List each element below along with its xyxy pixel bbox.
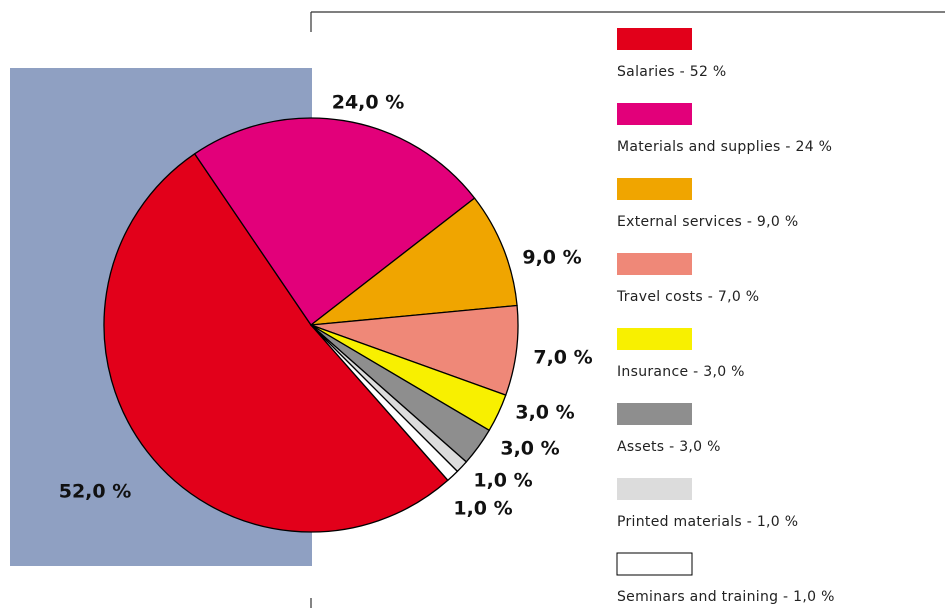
- legend-label: Printed materials - 1,0 %: [617, 514, 798, 530]
- value-label: 1,0 %: [473, 470, 532, 492]
- value-label: 24,0 %: [332, 92, 405, 114]
- value-label: 3,0 %: [500, 438, 559, 460]
- pie-slice: [103, 153, 449, 533]
- legend-label: External services - 9,0 %: [617, 214, 798, 230]
- pie-slice: [310, 324, 459, 481]
- legend-label: Seminars and training - 1,0 %: [617, 589, 835, 605]
- legend-label: Salaries - 52 %: [617, 64, 727, 80]
- legend-label: Insurance - 3,0 %: [617, 364, 745, 380]
- legend-label: Materials and supplies - 24 %: [617, 139, 832, 155]
- legend: Salaries - 52 % Materials and supplies - …: [616, 28, 835, 605]
- value-label: 9,0 %: [522, 247, 581, 269]
- legend-swatch: [616, 552, 693, 576]
- pie-slice: [193, 117, 476, 326]
- legend-swatch: [617, 253, 692, 275]
- value-label: 3,0 %: [515, 402, 574, 424]
- pie: [103, 117, 519, 533]
- legend-label: Assets - 3,0 %: [617, 439, 721, 455]
- value-label: 7,0 %: [533, 347, 592, 369]
- legend-swatch: [617, 403, 692, 425]
- legend-swatch: [617, 103, 692, 125]
- legend-swatch: [617, 478, 692, 500]
- pie-slice: [310, 197, 518, 326]
- value-label: 1,0 %: [453, 498, 512, 520]
- labels: 52,0 % 24,0 % 9,0 % 7,0 % 3,0 % 3,0 % 1,0 % 1,0…: [59, 92, 593, 520]
- legend-swatch: [617, 328, 692, 350]
- legend-swatch: [617, 28, 692, 50]
- legend-label: Travel costs - 7,0 %: [616, 289, 759, 305]
- legend-swatch: [617, 178, 692, 200]
- value-label: 52,0 %: [59, 481, 132, 503]
